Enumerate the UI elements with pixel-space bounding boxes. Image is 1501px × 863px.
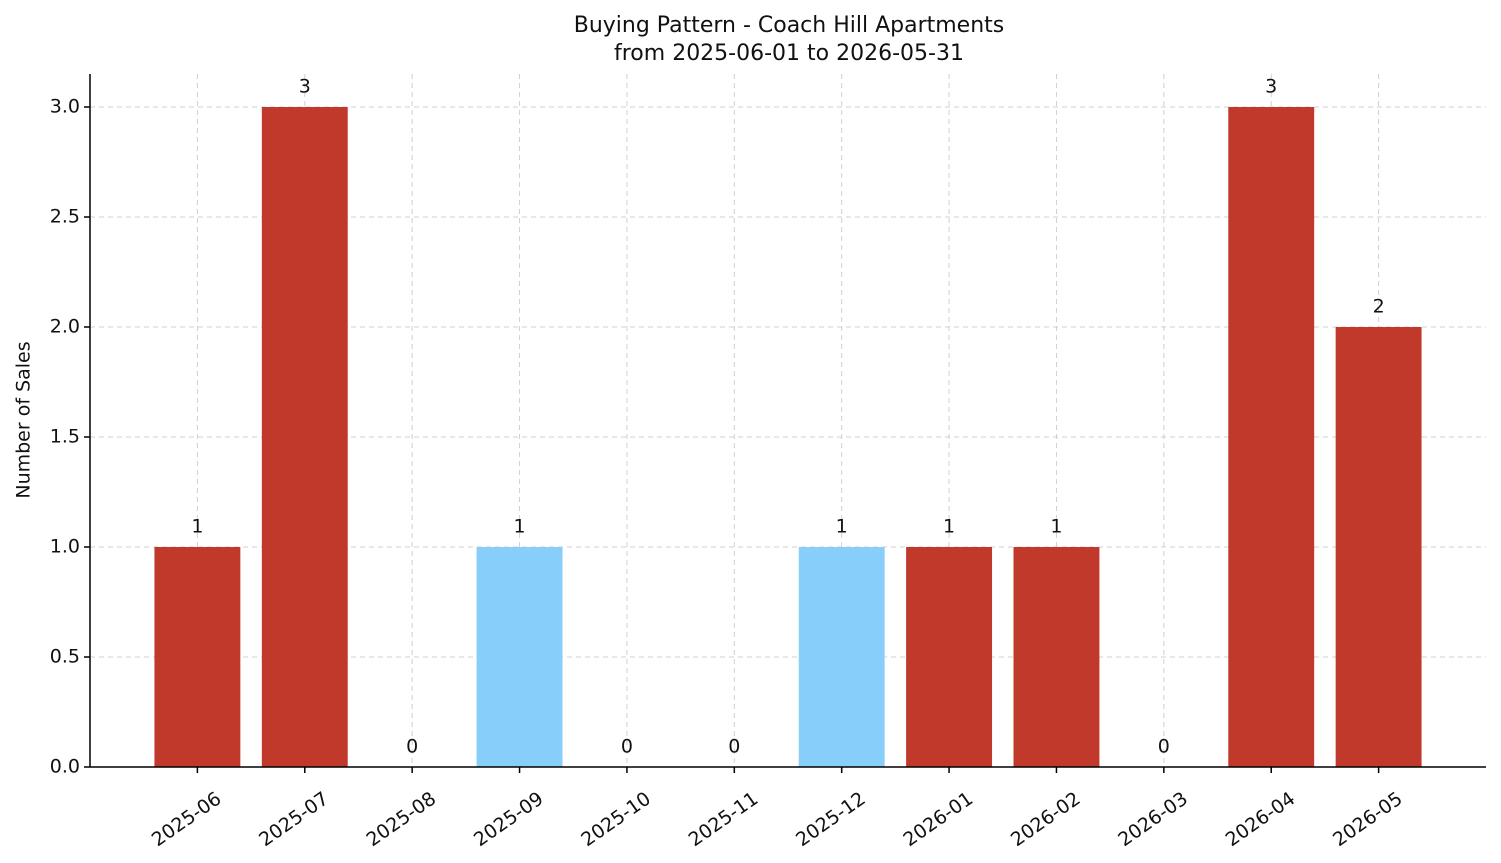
value-label: 1 (836, 516, 848, 538)
y-tick-label: 0.0 (50, 756, 80, 778)
value-label: 0 (728, 736, 740, 758)
y-tick-label: 2.5 (50, 206, 80, 228)
y-tick-label: 1.5 (50, 426, 80, 448)
value-label: 0 (1158, 736, 1170, 758)
x-tick-label: 2025-09 (470, 788, 548, 852)
value-label: 1 (513, 516, 525, 538)
y-axis-label: Number of Sales (13, 341, 35, 498)
value-label: 3 (299, 76, 311, 98)
y-tick-label: 1.0 (50, 536, 80, 558)
bar (154, 547, 241, 767)
x-tick-label: 2025-06 (148, 788, 226, 852)
value-label: 1 (943, 516, 955, 538)
bar (261, 107, 348, 767)
value-label: 1 (191, 516, 203, 538)
value-label: 0 (621, 736, 633, 758)
x-tick-label: 2025-11 (685, 788, 763, 852)
x-tick-label: 2026-02 (1007, 788, 1085, 852)
bar (798, 547, 885, 767)
x-tick-label: 2025-07 (255, 788, 333, 852)
x-tick-label: 2026-05 (1329, 788, 1407, 852)
value-label: 1 (1050, 516, 1062, 538)
value-label: 3 (1265, 76, 1277, 98)
y-tick-label: 3.0 (50, 96, 80, 118)
bar (906, 547, 993, 767)
x-tick-label: 2025-10 (577, 788, 655, 852)
bar (1013, 547, 1100, 767)
y-tick-label: 2.0 (50, 316, 80, 338)
bar (1228, 107, 1315, 767)
y-tick-label: 0.5 (50, 646, 80, 668)
chart-title: Buying Pattern - Coach Hill Apartments (574, 13, 1005, 38)
x-tick-label: 2026-04 (1222, 788, 1300, 852)
x-tick-label: 2026-03 (1114, 788, 1192, 852)
value-label: 0 (406, 736, 418, 758)
x-tick-label: 2025-08 (363, 788, 441, 852)
x-tick-label: 2025-12 (792, 788, 870, 852)
value-label: 2 (1373, 296, 1385, 318)
bar (1335, 327, 1422, 767)
bar (476, 547, 563, 767)
x-tick-label: 2026-01 (899, 788, 977, 852)
chart-subtitle: from 2025-06-01 to 2026-05-31 (614, 41, 964, 66)
